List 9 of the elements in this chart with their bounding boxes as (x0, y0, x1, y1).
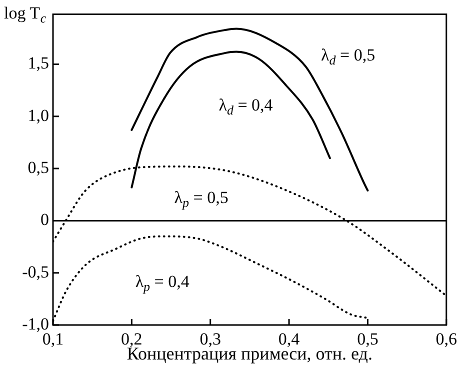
x-tick-label: 0,6 (436, 330, 457, 349)
x-tick-label: 0,4 (278, 330, 300, 349)
x-tick-label: 0,5 (357, 330, 378, 349)
y-tick-label: 1,0 (28, 106, 49, 125)
x-tick-label: 0,3 (200, 330, 221, 349)
y-tick-label: -0,5 (22, 262, 49, 282)
y-tick-label: 0,5 (28, 158, 49, 178)
y-tick-label: 1,5 (28, 54, 49, 73)
y-tick-label: 0 (40, 210, 49, 230)
